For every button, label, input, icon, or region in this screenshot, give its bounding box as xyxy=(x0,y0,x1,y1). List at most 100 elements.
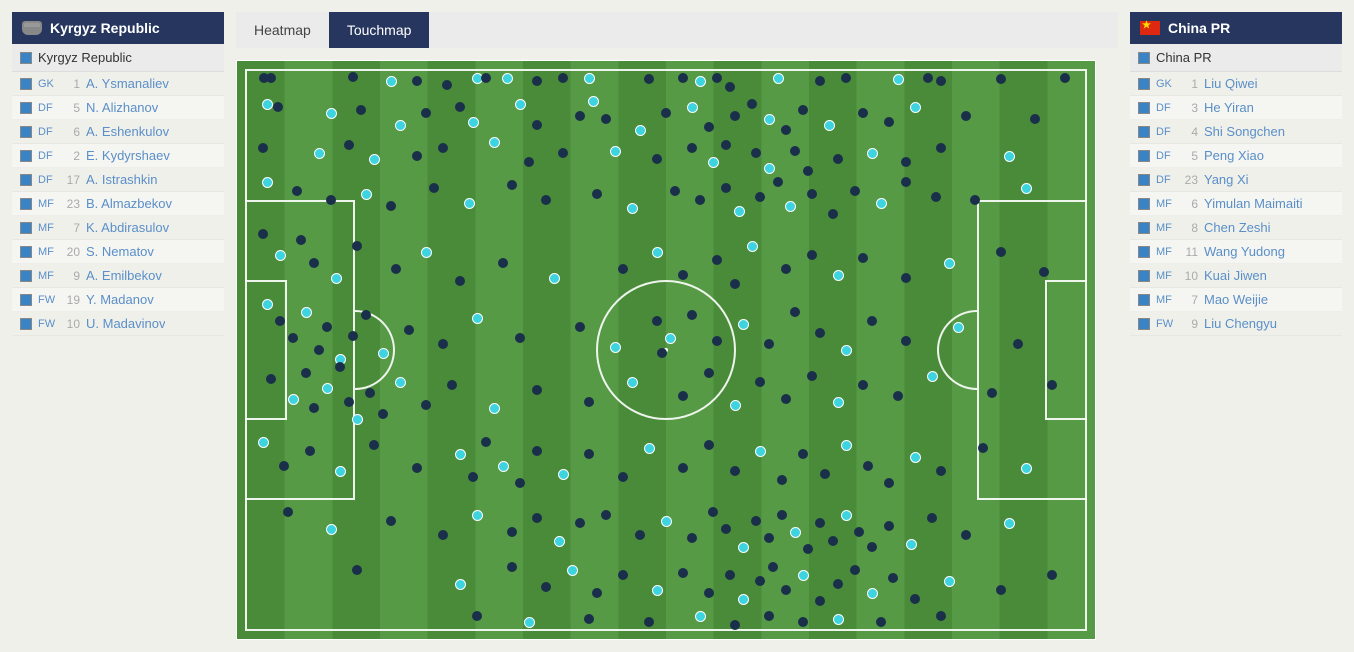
right-team-subheader[interactable]: China PR xyxy=(1130,44,1342,72)
player-checkbox-icon[interactable] xyxy=(20,222,32,234)
player-checkbox-icon[interactable] xyxy=(1138,318,1150,330)
left-team-checkbox-icon[interactable] xyxy=(20,52,32,64)
left-team-header: Kyrgyz Republic xyxy=(12,12,224,44)
player-row[interactable]: GK1Liu Qiwei xyxy=(1130,72,1342,96)
player-checkbox-icon[interactable] xyxy=(20,78,32,90)
player-row[interactable]: MF9A. Emilbekov xyxy=(12,264,224,288)
tab-touchmap[interactable]: Touchmap xyxy=(329,12,430,48)
player-row[interactable]: MF11Wang Yudong xyxy=(1130,240,1342,264)
touch-point xyxy=(352,565,362,575)
player-row[interactable]: DF5N. Alizhanov xyxy=(12,96,224,120)
player-checkbox-icon[interactable] xyxy=(20,102,32,114)
player-name: He Yiran xyxy=(1204,100,1254,115)
touch-point xyxy=(867,542,877,552)
player-row[interactable]: MF7K. Abdirasulov xyxy=(12,216,224,240)
player-row[interactable]: MF23B. Almazbekov xyxy=(12,192,224,216)
player-checkbox-icon[interactable] xyxy=(1138,294,1150,306)
player-position: MF xyxy=(1156,246,1174,258)
player-row[interactable]: DF17A. Istrashkin xyxy=(12,168,224,192)
touch-point xyxy=(798,449,808,459)
touch-point xyxy=(978,443,988,453)
player-checkbox-icon[interactable] xyxy=(20,150,32,162)
touch-point xyxy=(884,117,894,127)
player-row[interactable]: MF6Yimulan Maimaiti xyxy=(1130,192,1342,216)
player-checkbox-icon[interactable] xyxy=(1138,198,1150,210)
player-checkbox-icon[interactable] xyxy=(1138,102,1150,114)
touch-point xyxy=(455,102,465,112)
player-name: Yang Xi xyxy=(1204,172,1249,187)
player-number: 9 xyxy=(1180,317,1198,331)
main-panel: Heatmap Touchmap xyxy=(236,12,1118,640)
touch-point xyxy=(258,229,268,239)
player-checkbox-icon[interactable] xyxy=(1138,126,1150,138)
player-checkbox-icon[interactable] xyxy=(1138,246,1150,258)
player-row[interactable]: DF3He Yiran xyxy=(1130,96,1342,120)
tab-heatmap[interactable]: Heatmap xyxy=(236,12,329,48)
touch-point xyxy=(575,518,585,528)
touch-point xyxy=(1047,570,1057,580)
player-checkbox-icon[interactable] xyxy=(1138,174,1150,186)
player-checkbox-icon[interactable] xyxy=(1138,150,1150,162)
player-row[interactable]: DF6A. Eshenkulov xyxy=(12,120,224,144)
touch-point xyxy=(858,253,868,263)
player-row[interactable]: FW19Y. Madanov xyxy=(12,288,224,312)
player-checkbox-icon[interactable] xyxy=(20,174,32,186)
player-row[interactable]: DF23Yang Xi xyxy=(1130,168,1342,192)
touch-point xyxy=(507,527,517,537)
player-checkbox-icon[interactable] xyxy=(20,126,32,138)
touch-point xyxy=(833,614,844,625)
touch-point xyxy=(314,148,325,159)
touch-point xyxy=(288,394,299,405)
touch-point xyxy=(635,530,645,540)
touch-point xyxy=(884,521,894,531)
player-checkbox-icon[interactable] xyxy=(20,318,32,330)
touch-point xyxy=(292,186,302,196)
player-checkbox-icon[interactable] xyxy=(1138,222,1150,234)
player-row[interactable]: MF7Mao Weijie xyxy=(1130,288,1342,312)
player-checkbox-icon[interactable] xyxy=(20,270,32,282)
player-row[interactable]: DF4Shi Songchen xyxy=(1130,120,1342,144)
touch-point xyxy=(850,186,860,196)
touch-point xyxy=(747,99,757,109)
player-row[interactable]: DF5Peng Xiao xyxy=(1130,144,1342,168)
player-row[interactable]: DF2E. Kydyrshaev xyxy=(12,144,224,168)
player-checkbox-icon[interactable] xyxy=(20,294,32,306)
right-team-checkbox-icon[interactable] xyxy=(1138,52,1150,64)
touch-point xyxy=(442,80,452,90)
player-checkbox-icon[interactable] xyxy=(1138,270,1150,282)
touch-point xyxy=(884,478,894,488)
touch-point xyxy=(820,469,830,479)
player-position: MF xyxy=(1156,198,1174,210)
left-team-subheader[interactable]: Kyrgyz Republic xyxy=(12,44,224,72)
touch-point xyxy=(1013,339,1023,349)
player-name: Chen Zeshi xyxy=(1204,220,1270,235)
touch-point xyxy=(365,388,375,398)
player-row[interactable]: MF10Kuai Jiwen xyxy=(1130,264,1342,288)
player-checkbox-icon[interactable] xyxy=(20,198,32,210)
touch-point xyxy=(678,463,688,473)
touch-point xyxy=(524,617,535,628)
touch-point xyxy=(815,76,825,86)
touch-point xyxy=(489,403,500,414)
touch-point xyxy=(751,148,761,158)
touch-point xyxy=(764,163,775,174)
player-checkbox-icon[interactable] xyxy=(20,246,32,258)
touch-point xyxy=(712,73,722,83)
touch-point xyxy=(661,516,672,527)
player-row[interactable]: MF8Chen Zeshi xyxy=(1130,216,1342,240)
touch-point xyxy=(747,241,758,252)
player-row[interactable]: GK1A. Ysmanaliev xyxy=(12,72,224,96)
player-row[interactable]: MF20S. Nematov xyxy=(12,240,224,264)
touch-point xyxy=(931,192,941,202)
touch-point xyxy=(678,73,688,83)
touch-point xyxy=(301,368,311,378)
player-row[interactable]: FW10U. Madavinov xyxy=(12,312,224,336)
player-position: MF xyxy=(1156,294,1174,306)
touch-point xyxy=(541,195,551,205)
player-name: N. Alizhanov xyxy=(86,100,158,115)
touch-point xyxy=(567,565,578,576)
player-checkbox-icon[interactable] xyxy=(1138,78,1150,90)
player-row[interactable]: FW9Liu Chengyu xyxy=(1130,312,1342,336)
player-position: GK xyxy=(38,78,56,90)
touch-point xyxy=(833,397,844,408)
